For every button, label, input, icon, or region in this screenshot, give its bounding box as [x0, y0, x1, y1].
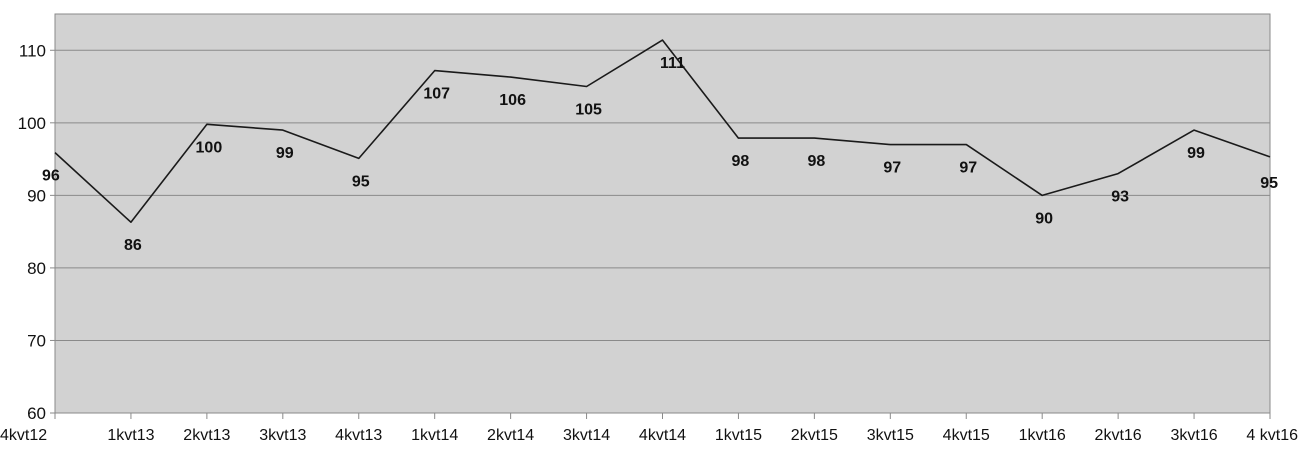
data-label-12: 97 [959, 160, 977, 177]
y-tick-label-80: 80 [27, 259, 46, 278]
data-label-10: 98 [807, 153, 825, 170]
data-label-9: 98 [732, 153, 750, 170]
data-label-15: 99 [1187, 145, 1205, 162]
x-tick-label-13: 1kvt16 [1019, 427, 1066, 444]
x-tick-label-5: 1kvt14 [411, 427, 458, 444]
y-tick-label-60: 60 [27, 404, 46, 423]
data-label-4: 95 [352, 173, 370, 190]
x-tick-label-8: 4kvt14 [639, 427, 686, 444]
data-label-8: 111 [660, 55, 685, 72]
x-tick-label-15: 3kvt16 [1170, 427, 1217, 444]
x-tick-label-4: 4kvt13 [335, 427, 382, 444]
x-tick-label-1: 1kvt13 [107, 427, 154, 444]
data-label-0: 96 [42, 168, 60, 185]
data-label-13: 90 [1035, 210, 1053, 227]
y-axis-ticks: 60 70 80 90 100 110 [18, 41, 55, 423]
data-label-16: 95 [1260, 175, 1278, 192]
x-axis-ticks: 4kvt12 1kvt13 2kvt13 3kvt13 4kvt13 1kvt14 2kvt… [0, 413, 1298, 444]
y-tick-label-70: 70 [27, 331, 46, 350]
x-tick-label-3: 3kvt13 [259, 427, 306, 444]
y-tick-label-110: 110 [19, 41, 46, 60]
data-label-7: 105 [575, 102, 602, 119]
x-tick-label-7: 3kvt14 [563, 427, 610, 444]
data-label-3: 99 [276, 145, 294, 162]
series-line [54, 39, 1271, 223]
x-tick-label-14: 2kvt16 [1095, 427, 1142, 444]
data-label-5: 107 [423, 86, 450, 103]
x-tick-label-11: 3kvt15 [867, 427, 914, 444]
data-label-11: 97 [883, 160, 901, 177]
x-tick-label-2: 2kvt13 [183, 427, 230, 444]
x-tick-label-12: 4kvt15 [943, 427, 990, 444]
data-label-1: 86 [124, 237, 142, 254]
x-tick-label-16: 4 kvt16 [1246, 427, 1298, 444]
x-tick-label-6: 2kvt14 [487, 427, 534, 444]
y-tick-label-100: 100 [18, 114, 46, 133]
x-tick-label-10: 2kvt15 [791, 427, 838, 444]
data-label-6: 106 [499, 92, 526, 109]
x-tick-label-9: 1kvt15 [715, 427, 762, 444]
x-tick-label-0: 4kvt12 [0, 427, 47, 444]
data-label-14: 93 [1111, 189, 1129, 206]
plot-area [54, 13, 1271, 414]
data-labels: 96 86 100 99 95 107 106 105 111 98 98 97 97 90 93 99 95 [42, 55, 1278, 254]
data-label-2: 100 [196, 139, 223, 156]
gridlines [55, 49, 1270, 341]
y-tick-label-90: 90 [27, 186, 46, 205]
